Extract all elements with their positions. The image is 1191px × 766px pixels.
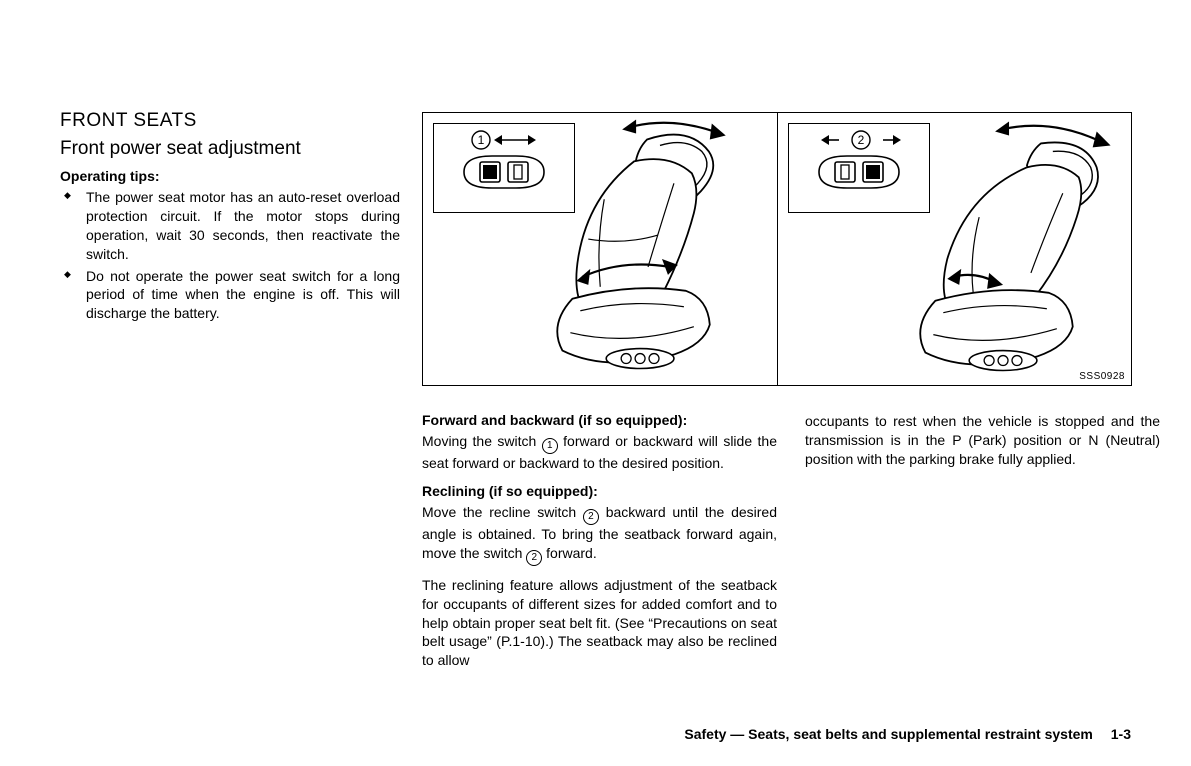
page-footer: Safety — Seats, seat belts and supplemen… [684,726,1131,742]
figure-panel-2: 2 [778,113,1132,385]
figure-panel-1: 1 [423,113,778,385]
tips-label: Operating tips: [60,168,400,184]
right-column: occupants to rest when the vehicle is st… [805,412,1160,670]
text-fragment: Moving the switch [422,433,542,449]
footer-text: Safety — Seats, seat belts and supplemen… [684,726,1093,742]
inline-circled-number: 2 [583,509,599,525]
figure-frame: 1 [422,112,1132,386]
footer-page-number: 1-3 [1111,726,1131,742]
tips-list: The power seat motor has an auto-reset o… [60,188,400,323]
text-fragment: forward. [542,545,596,561]
tip-item: The power seat motor has an auto-reset o… [60,188,400,264]
seat-diagram-2-svg [778,113,1132,385]
recline-para-2: The reclining feature allows adjustment … [422,576,777,670]
recline-heading: Reclining (if so equipped): [422,483,777,499]
inline-circled-number: 2 [526,550,542,566]
tip-item: Do not operate the power seat switch for… [60,267,400,324]
text-fragment: Move the recline switch [422,504,583,520]
heading-2: Front power seat adjustment [60,138,400,160]
figure-code: SSS0928 [1079,371,1125,382]
left-column: FRONT SEATS Front power seat adjustment … [60,110,400,326]
seat-diagram-1-svg [423,113,777,385]
lower-columns: Forward and backward (if so equipped): M… [422,412,1132,670]
heading-1: FRONT SEATS [60,110,400,132]
right-para: occupants to rest when the vehicle is st… [805,412,1160,469]
fwd-back-para: Moving the switch 1 forward or backward … [422,432,777,473]
middle-column: Forward and backward (if so equipped): M… [422,412,777,670]
fwd-back-heading: Forward and backward (if so equipped): [422,412,777,428]
inline-circled-number: 1 [542,438,558,454]
recline-para-1: Move the recline switch 2 backward until… [422,503,777,566]
